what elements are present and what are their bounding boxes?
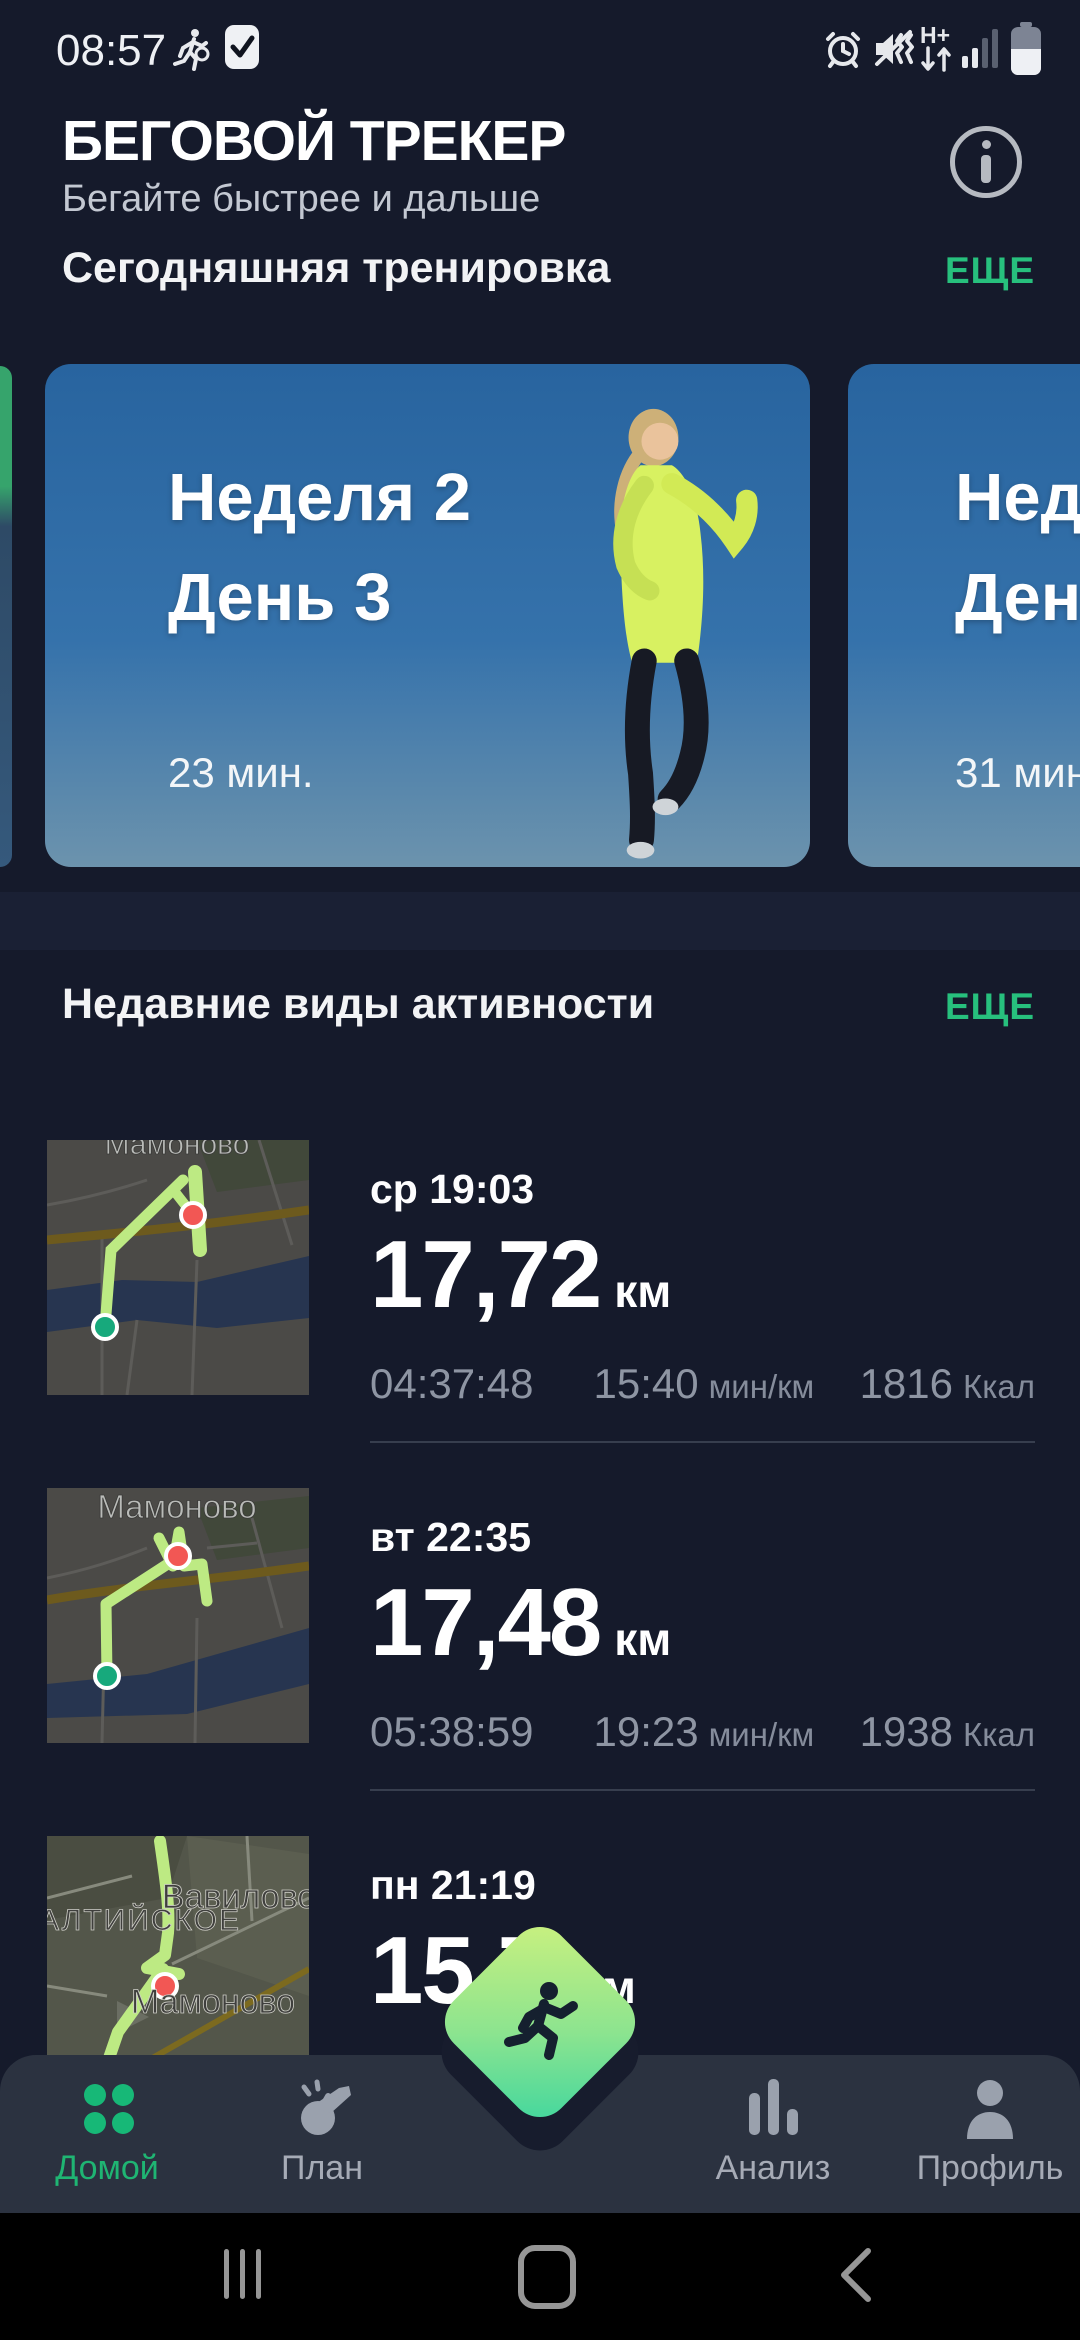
activity-datetime: вт 22:35: [370, 1514, 531, 1560]
activity-datetime: пн 21:19: [370, 1862, 536, 1908]
workout-day: День: [955, 560, 1080, 635]
route-end-dot: [151, 1972, 179, 2000]
info-icon[interactable]: [950, 126, 1022, 198]
recent-section-title: Недавние виды активности: [62, 980, 655, 1028]
section-separator: [0, 892, 1080, 950]
route-map-thumbnail: Вавилово АЛТИЙСКОЕ Мамоново: [47, 1836, 309, 2091]
nav-item-analysis[interactable]: Анализ: [693, 2073, 853, 2188]
activity-duration: 04:37:48: [370, 1359, 534, 1407]
route-end-dot: [164, 1542, 192, 1570]
row-divider: [370, 1789, 1035, 1791]
activity-pace: 19:23: [593, 1707, 699, 1755]
activity-datetime: ср 19:03: [370, 1166, 535, 1212]
map-town-label: Мамоново: [97, 1488, 256, 1525]
battery-icon: [1011, 22, 1041, 75]
activity-distance: 17,72 км: [370, 1221, 672, 1328]
nav-item-plan[interactable]: План: [242, 2073, 402, 2188]
activity-stats: 04:37:48 15:40 мин/км 1816 Ккал: [370, 1359, 1035, 1407]
activity-row[interactable]: Мамоново ср 19:03 17,72 км 04:37:48 15:4…: [47, 1140, 1035, 1440]
workout-duration: 23 мин.: [168, 749, 314, 796]
activity-calories: 1816: [859, 1359, 953, 1407]
map-town-label: Мамоново: [131, 1983, 295, 2021]
map-town-label: АЛТИЙСКОЕ: [47, 1903, 241, 1937]
start-run-fab[interactable]: [432, 1914, 648, 2130]
android-navigation-bar: [0, 2213, 1080, 2340]
workout-card-today[interactable]: Неделя 2 День 3 23 мин.: [45, 364, 810, 867]
runner-photo: [613, 408, 758, 859]
workout-day: День 3: [168, 560, 392, 635]
activity-pace: 15:40: [593, 1359, 699, 1407]
recent-more-button[interactable]: ЕЩЕ: [944, 986, 1035, 1027]
status-clock: 08:57: [56, 26, 167, 75]
mobile-data-icon: H+: [920, 24, 964, 74]
map-town-label: Вавилово: [162, 1878, 309, 1916]
workout-duration: 31 мин.: [955, 749, 1080, 796]
workout-week: Неделя: [955, 460, 1080, 535]
page-subtitle: Бегайте быстрее и дальше: [62, 178, 541, 220]
activity-duration: 05:38:59: [370, 1707, 534, 1755]
activity-stats: 05:38:59 19:23 мин/км 1938 Ккал: [370, 1707, 1035, 1755]
previous-workout-card-edge[interactable]: [0, 366, 12, 867]
activity-calories: 1938: [859, 1707, 953, 1755]
recents-button[interactable]: [224, 2249, 261, 2299]
route-map-thumbnail: Мамоново: [47, 1140, 309, 1395]
route-map-thumbnail: Мамоново: [47, 1488, 309, 1743]
status-bar: 08:57 H+: [0, 0, 1080, 86]
page-title: БЕГОВОЙ ТРЕКЕР: [62, 109, 566, 173]
today-more-button[interactable]: ЕЩЕ: [944, 250, 1035, 291]
bar-chart-icon: [693, 2073, 853, 2143]
today-section-title: Сегодняшняя тренировка: [62, 244, 611, 292]
map-town-label: Мамоново: [105, 1140, 250, 1161]
activity-row[interactable]: Мамоново вт 22:35 17,48 км 05:38:59 19:2…: [47, 1488, 1035, 1788]
row-divider: [370, 1441, 1035, 1443]
back-button[interactable]: [836, 2247, 876, 2303]
home-button[interactable]: [518, 2245, 576, 2309]
workout-card-next[interactable]: Неделя День 31 мин.: [848, 364, 1080, 867]
route-end-dot: [179, 1201, 207, 1229]
checkbox-notification-icon: [225, 25, 259, 69]
signal-icon: [962, 29, 998, 68]
alarm-icon: [826, 32, 860, 68]
activity-distance: 17,48 км: [370, 1569, 672, 1676]
runner-icon: [494, 1976, 586, 2068]
running-tracker-notification-icon: [173, 29, 210, 71]
vibrate-mute-icon: [875, 30, 914, 66]
route-start-dot: [91, 1313, 119, 1341]
route-start-dot: [93, 1662, 121, 1690]
nav-item-home[interactable]: Домой: [27, 2073, 187, 2188]
nav-item-profile[interactable]: Профиль: [910, 2073, 1070, 2188]
whistle-icon: [242, 2073, 402, 2143]
person-icon: [910, 2073, 1070, 2143]
workout-week: Неделя 2: [168, 460, 471, 535]
grid-dots-icon: [27, 2073, 187, 2143]
